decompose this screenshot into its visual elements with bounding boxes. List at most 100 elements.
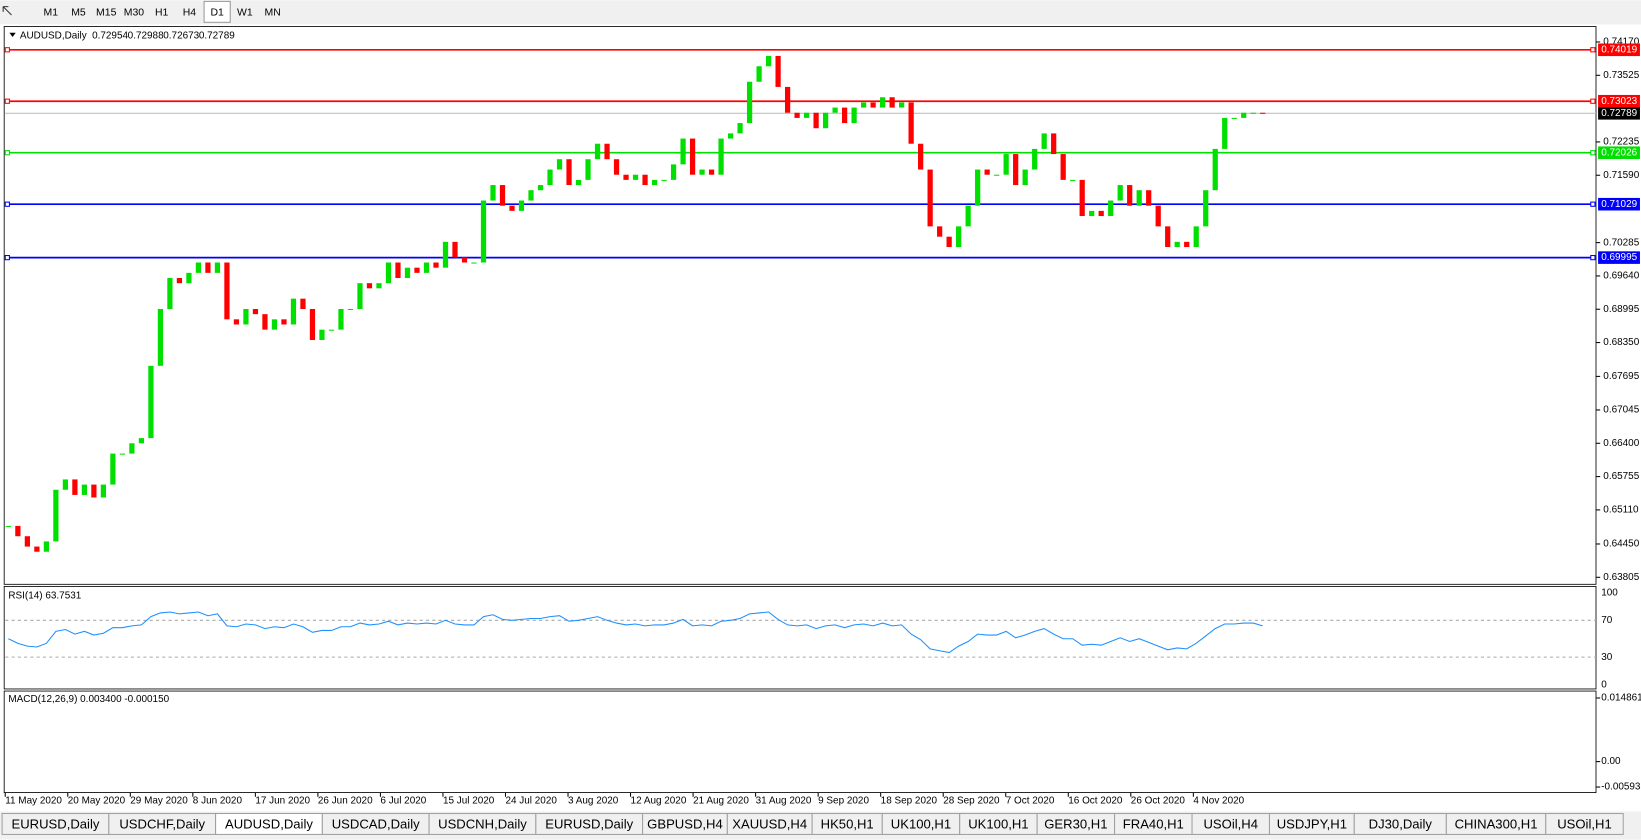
candle: [423, 262, 430, 273]
timeframe-button[interactable]: [176, 1, 203, 23]
candle: [309, 308, 316, 340]
candle: [1051, 133, 1057, 155]
header-price: 0.72789: [199, 31, 235, 42]
x-tick-label: 9 Sep 2020: [818, 796, 869, 807]
candle: [889, 97, 895, 108]
candle: [908, 102, 914, 144]
level-handle: [1590, 47, 1596, 53]
candle: [1155, 205, 1161, 227]
level-box: [1598, 197, 1640, 211]
macd-tick-label: 0.014861: [1601, 693, 1641, 704]
tab-label: CHINA300,H1: [1455, 816, 1538, 831]
candle: [91, 484, 97, 498]
x-tick-label: 12 Aug 2020: [631, 796, 687, 807]
x-tick-label: 6 Jul 2020: [380, 796, 426, 807]
candle: [404, 267, 411, 279]
timeframe-label: M30: [124, 8, 145, 19]
y-tick-label: 0.68350: [1603, 337, 1639, 348]
level-box: [1598, 251, 1640, 264]
level-handle: [1590, 98, 1596, 104]
y-tick-label: 0.64450: [1603, 539, 1639, 550]
tab-label: XAUUSD,H4: [732, 816, 807, 831]
candle: [1165, 226, 1171, 248]
level-handle: [4, 254, 10, 261]
header-arrow: [9, 32, 16, 37]
candle: [490, 185, 496, 201]
timeframe-button[interactable]: [120, 1, 148, 23]
tab-label: AUDUSD,Daily: [225, 816, 313, 831]
header-price: 0.72988: [128, 31, 164, 42]
candle: [1222, 117, 1228, 149]
macd-pane: [3, 690, 1597, 793]
tab[interactable]: [1545, 812, 1624, 835]
candle: [43, 541, 49, 552]
candle: [518, 200, 525, 211]
rsi-pane: [3, 585, 1597, 690]
candle: [813, 112, 819, 129]
candle: [927, 169, 933, 227]
x-tick-label: 31 Aug 2020: [756, 796, 812, 807]
timeframe-button[interactable]: [231, 1, 258, 23]
level-handle: [1590, 150, 1596, 156]
y-tick-label: 0.70285: [1603, 237, 1639, 248]
candle: [81, 484, 88, 495]
timeframe-button[interactable]: [148, 1, 175, 23]
candle: [775, 55, 781, 87]
timeframe-button[interactable]: [37, 1, 64, 23]
macd-label: MACD(12,26,9) 0.003400 -0.000150: [8, 694, 169, 705]
candle: [281, 319, 287, 325]
candle: [195, 262, 202, 273]
timeframe-label: M15: [96, 8, 117, 19]
timeframe-button[interactable]: [93, 1, 120, 23]
candle: [461, 257, 468, 263]
candle: [1089, 210, 1095, 217]
candle: [157, 308, 164, 366]
tab-label: GER30,H1: [1044, 816, 1107, 831]
x-tick-label: 16 Oct 2020: [1068, 796, 1123, 807]
candle: [975, 169, 981, 206]
candle: [452, 241, 458, 258]
candle: [956, 226, 962, 248]
timeframe-label: M5: [71, 8, 86, 19]
x-tick-label: 17 Jun 2020: [255, 796, 310, 807]
candle: [680, 138, 686, 165]
candle: [347, 308, 354, 311]
timeframe-label: M1: [43, 8, 58, 19]
candle: [984, 169, 990, 175]
candle: [651, 179, 658, 186]
candle: [946, 236, 952, 248]
candle: [1193, 226, 1199, 248]
y-tick-label: 0.67695: [1603, 371, 1639, 382]
x-tick-label: 8 Jun 2020: [193, 796, 243, 807]
timeframe-label: W1: [237, 8, 253, 19]
candle: [224, 262, 230, 320]
rsi-line: [8, 611, 1263, 654]
tab-label: HK50,H1: [821, 816, 874, 831]
macd-tick-label: -0.005938: [1601, 782, 1641, 793]
tab-label: EURUSD,Daily: [545, 816, 633, 831]
candle: [53, 489, 59, 542]
timeframe-button[interactable]: [65, 1, 92, 23]
bid-box: [1598, 107, 1640, 120]
candle: [737, 123, 743, 134]
candle: [72, 479, 78, 495]
level-label: 0.74019: [1601, 44, 1637, 55]
candle: [338, 308, 344, 330]
level-label: 0.72026: [1601, 147, 1637, 158]
candle: [62, 479, 69, 490]
timeframe-button[interactable]: [203, 0, 231, 23]
timeframe-button[interactable]: [259, 1, 286, 23]
tab-label: UK100,H1: [891, 816, 951, 831]
candle: [1003, 154, 1009, 175]
candle: [252, 308, 259, 315]
level-box: [1598, 94, 1640, 108]
candle: [547, 169, 553, 186]
candle: [727, 133, 734, 139]
candle: [1136, 190, 1142, 206]
candle: [918, 143, 924, 170]
candle: [385, 262, 392, 284]
level-label: 0.73023: [1601, 96, 1637, 107]
timeframes: M1 M5 M15 M30 H1 H4 D1 W1 MN: [2, 0, 286, 23]
candle: [262, 314, 268, 330]
candle: [594, 143, 601, 160]
